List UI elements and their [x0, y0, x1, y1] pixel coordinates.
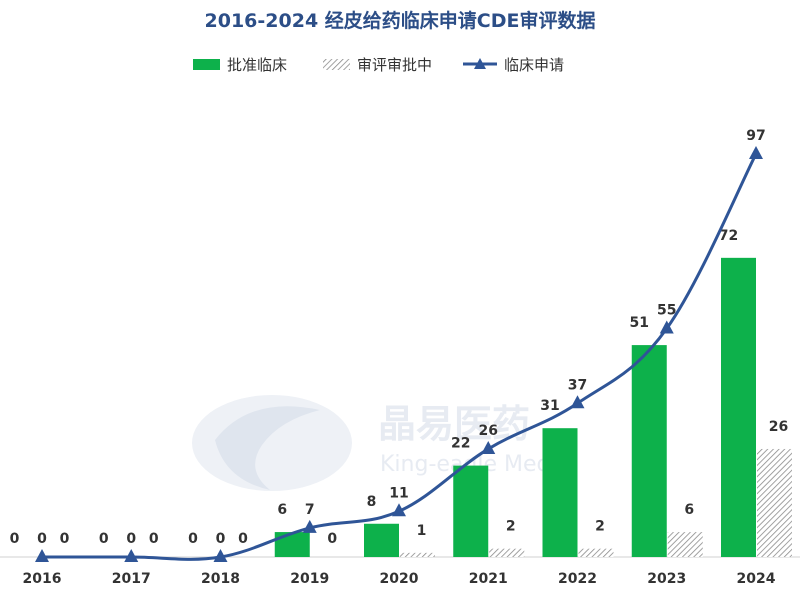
legend-item-approved: 批准临床 [193, 56, 287, 74]
legend-swatch-solid [193, 59, 220, 70]
data-label-pending: 0 [327, 531, 337, 547]
bar-pending [578, 548, 614, 557]
data-label-pending: 0 [149, 531, 159, 547]
legend-item-applications: 临床申请 [463, 56, 564, 74]
bar-pending [667, 532, 703, 557]
data-label-pending: 1 [417, 523, 427, 539]
legend-label-approved: 批准临床 [227, 56, 287, 74]
data-label-approved: 31 [540, 398, 559, 414]
x-tick-label: 2017 [112, 571, 151, 587]
data-label-pending: 26 [769, 419, 788, 435]
data-label-pending: 0 [238, 531, 248, 547]
line-marker-triangle [749, 145, 763, 159]
legend-item-pending: 审评审批中 [323, 56, 432, 74]
x-tick-label: 2018 [201, 571, 240, 587]
data-label-pending: 2 [506, 519, 516, 535]
data-label-pending: 0 [60, 531, 70, 547]
legend-triangle-icon [474, 58, 486, 69]
x-tick-label: 2019 [290, 571, 329, 587]
legend-label-pending: 审评审批中 [357, 56, 432, 74]
bar-pending [400, 552, 435, 557]
data-label-applications: 0 [37, 531, 47, 547]
data-label-applications: 0 [126, 531, 136, 547]
line-marker-triangle [570, 395, 585, 409]
line-marker-triangle [213, 549, 228, 562]
data-label-applications: 7 [305, 502, 315, 518]
line-marker-triangle [302, 519, 317, 533]
data-label-applications: 37 [568, 377, 587, 393]
data-label-applications: 55 [657, 302, 676, 318]
data-label-approved: 72 [719, 228, 738, 244]
data-label-applications: 26 [479, 423, 498, 439]
data-label-approved: 0 [188, 531, 198, 547]
data-label-approved: 8 [367, 494, 377, 510]
data-label-pending: 6 [684, 502, 694, 518]
line-marker-triangle [481, 440, 496, 454]
data-label-applications: 11 [389, 485, 408, 501]
bar-approved [274, 532, 310, 557]
bar-approved [453, 465, 489, 557]
data-label-applications: 97 [746, 128, 765, 144]
data-label-pending: 2 [595, 519, 605, 535]
x-tick-label: 2016 [23, 571, 62, 587]
legend: 批准临床 审评审批中 临床申请 [193, 56, 564, 74]
bar-approved [542, 428, 578, 557]
x-tick-label: 2020 [380, 571, 419, 587]
x-tick-label: 2023 [647, 571, 686, 587]
line-marker-triangle [392, 503, 406, 517]
x-tick-label: 2024 [737, 571, 776, 587]
line-marker-triangle [124, 549, 139, 562]
eagle-logo-icon [192, 395, 352, 491]
data-label-approved: 0 [99, 531, 109, 547]
bar-approved [631, 345, 667, 557]
data-label-applications: 0 [216, 531, 226, 547]
line-marker-triangle [35, 549, 49, 562]
chart-title: 2016-2024 经皮给药临床申请CDE审评数据 [205, 9, 596, 32]
bar-approved [721, 257, 756, 557]
bar-approved [364, 523, 399, 557]
data-label-approved: 6 [277, 502, 287, 518]
data-label-approved: 51 [630, 315, 649, 331]
legend-label-applications: 临床申请 [504, 56, 564, 74]
bar-pending [757, 448, 792, 557]
x-tick-label: 2022 [558, 571, 597, 587]
legend-swatch-hatched [323, 59, 350, 70]
data-label-approved: 0 [10, 531, 20, 547]
line-marker-triangle [659, 320, 674, 334]
x-tick-label: 2021 [469, 571, 508, 587]
bar-pending [489, 548, 525, 557]
data-label-approved: 22 [451, 436, 470, 452]
